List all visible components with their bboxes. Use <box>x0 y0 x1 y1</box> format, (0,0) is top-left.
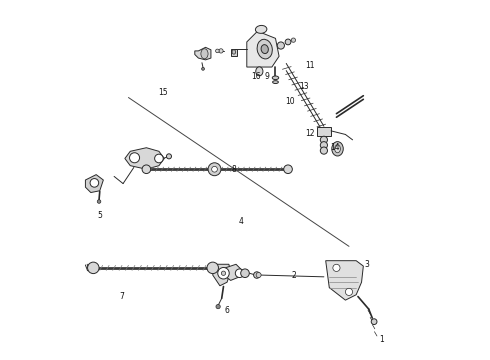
Circle shape <box>97 200 101 203</box>
Circle shape <box>285 39 291 45</box>
Circle shape <box>221 271 225 275</box>
Circle shape <box>235 269 244 278</box>
Circle shape <box>155 154 163 163</box>
Circle shape <box>167 154 172 159</box>
Circle shape <box>216 49 219 53</box>
Circle shape <box>256 273 261 278</box>
Polygon shape <box>326 261 364 300</box>
Circle shape <box>218 267 229 279</box>
Text: 3: 3 <box>365 260 369 269</box>
Ellipse shape <box>261 45 269 54</box>
Circle shape <box>254 272 260 278</box>
Circle shape <box>208 163 221 176</box>
Circle shape <box>320 147 327 154</box>
Ellipse shape <box>256 67 263 76</box>
Circle shape <box>90 179 98 187</box>
Text: 9: 9 <box>264 72 269 81</box>
Circle shape <box>241 269 249 278</box>
Circle shape <box>201 67 204 70</box>
Polygon shape <box>195 47 211 60</box>
Text: 15: 15 <box>158 87 167 96</box>
Text: 6: 6 <box>224 306 229 315</box>
Circle shape <box>142 165 151 174</box>
Text: 1: 1 <box>379 335 384 344</box>
Ellipse shape <box>332 141 343 156</box>
Polygon shape <box>125 148 164 169</box>
Polygon shape <box>213 264 231 286</box>
Text: 12: 12 <box>305 129 314 138</box>
Polygon shape <box>85 175 103 193</box>
Text: 2: 2 <box>291 270 296 279</box>
Circle shape <box>291 38 295 42</box>
Circle shape <box>284 165 293 174</box>
Bar <box>317 127 331 136</box>
Ellipse shape <box>255 26 267 33</box>
Text: 11: 11 <box>305 61 314 70</box>
Text: 14: 14 <box>330 143 340 152</box>
Circle shape <box>129 153 140 163</box>
Polygon shape <box>223 264 242 280</box>
Text: 5: 5 <box>98 211 102 220</box>
Ellipse shape <box>272 76 279 80</box>
Circle shape <box>345 288 353 296</box>
Circle shape <box>207 262 219 274</box>
Circle shape <box>333 264 340 271</box>
Circle shape <box>277 42 285 49</box>
Ellipse shape <box>257 39 272 59</box>
Text: 10: 10 <box>285 96 294 105</box>
Ellipse shape <box>272 81 278 84</box>
Text: 16: 16 <box>251 72 261 81</box>
Circle shape <box>371 319 377 324</box>
Ellipse shape <box>232 50 236 54</box>
Ellipse shape <box>201 49 208 59</box>
Text: 13: 13 <box>299 82 309 91</box>
Circle shape <box>212 166 218 172</box>
Text: 7: 7 <box>119 292 123 301</box>
Text: 8: 8 <box>232 165 237 174</box>
Circle shape <box>320 141 327 149</box>
Circle shape <box>88 262 99 274</box>
Circle shape <box>216 305 220 309</box>
Polygon shape <box>247 31 279 67</box>
Ellipse shape <box>335 145 341 153</box>
Circle shape <box>219 49 223 53</box>
Bar <box>231 49 237 55</box>
Circle shape <box>320 136 327 143</box>
Text: 4: 4 <box>239 217 244 226</box>
